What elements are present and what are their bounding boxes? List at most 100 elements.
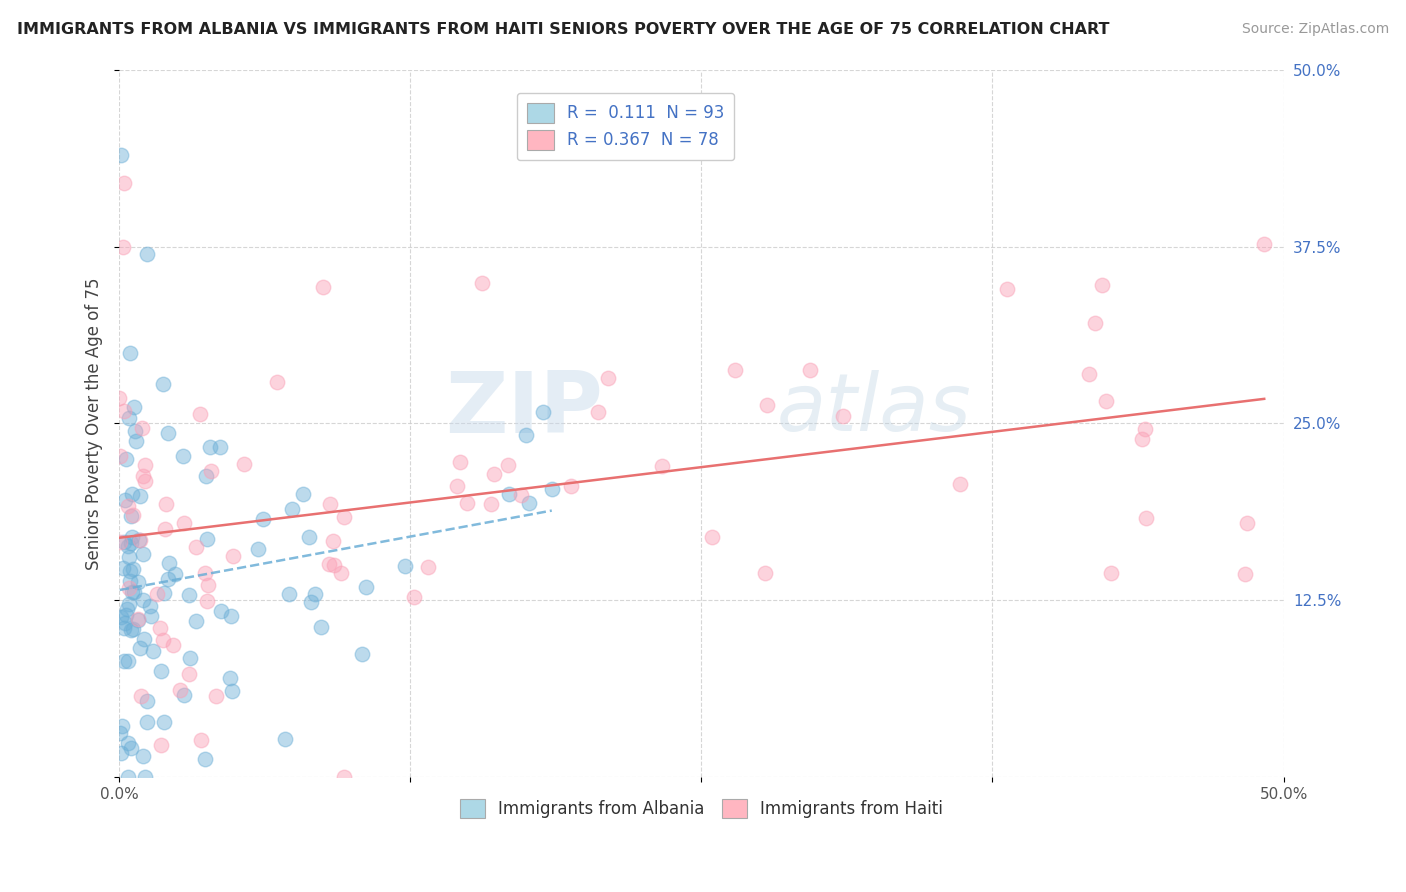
Point — [132, 547, 155, 561]
Point — [188, 407, 211, 421]
Point — [186, 540, 208, 554]
Point — [112, 535, 135, 549]
Point — [110, 610, 132, 624]
Point — [531, 405, 554, 419]
Point — [155, 497, 177, 511]
Point — [118, 550, 141, 565]
Point — [112, 403, 135, 417]
Point — [128, 533, 150, 548]
Point — [153, 586, 176, 600]
Point — [1135, 511, 1157, 525]
Point — [122, 562, 145, 576]
Point — [157, 426, 180, 441]
Point — [134, 458, 156, 472]
Point — [157, 572, 180, 586]
Point — [831, 409, 853, 424]
Point — [173, 516, 195, 530]
Point — [319, 497, 342, 511]
Point — [114, 607, 136, 622]
Point — [200, 464, 222, 478]
Point — [456, 496, 478, 510]
Point — [110, 535, 132, 549]
Point — [304, 586, 326, 600]
Point — [312, 280, 335, 294]
Point — [179, 588, 201, 602]
Point — [232, 457, 254, 471]
Point — [193, 566, 215, 581]
Point — [446, 479, 468, 493]
Point — [127, 613, 149, 627]
Point — [498, 487, 520, 501]
Point — [153, 714, 176, 729]
Point — [332, 510, 354, 524]
Point — [209, 604, 232, 618]
Point — [149, 621, 172, 635]
Point — [118, 564, 141, 578]
Point — [127, 575, 149, 590]
Point — [280, 502, 302, 516]
Point — [120, 741, 142, 756]
Point — [121, 530, 143, 544]
Point — [120, 508, 142, 523]
Point — [129, 689, 152, 703]
Point — [1078, 368, 1101, 382]
Point — [112, 176, 135, 190]
Point — [117, 499, 139, 513]
Point — [134, 632, 156, 646]
Point — [195, 593, 218, 607]
Point — [128, 533, 150, 547]
Point — [323, 558, 346, 572]
Point — [122, 584, 145, 599]
Point — [139, 609, 162, 624]
Point — [124, 424, 146, 438]
Point — [1130, 432, 1153, 446]
Point — [120, 574, 142, 588]
Point — [117, 654, 139, 668]
Point — [1095, 393, 1118, 408]
Point — [179, 651, 201, 665]
Point — [756, 398, 779, 412]
Point — [482, 467, 505, 481]
Text: ZIP: ZIP — [444, 368, 602, 450]
Point — [1133, 422, 1156, 436]
Point — [157, 557, 180, 571]
Point — [517, 496, 540, 510]
Point — [121, 487, 143, 501]
Point — [277, 587, 299, 601]
Point — [266, 375, 288, 389]
Point — [586, 404, 609, 418]
Point — [142, 643, 165, 657]
Point — [309, 620, 332, 634]
Point — [197, 578, 219, 592]
Point — [179, 667, 201, 681]
Point — [134, 770, 156, 784]
Point — [117, 582, 139, 596]
Point — [117, 602, 139, 616]
Point — [651, 459, 673, 474]
Point — [117, 736, 139, 750]
Point — [598, 371, 620, 385]
Point — [112, 621, 135, 635]
Point — [995, 282, 1018, 296]
Point — [479, 497, 502, 511]
Point — [1099, 566, 1122, 581]
Point — [1233, 567, 1256, 582]
Point — [118, 345, 141, 359]
Point — [135, 693, 157, 707]
Point — [108, 725, 131, 739]
Point — [132, 469, 155, 483]
Point — [299, 595, 322, 609]
Point — [200, 440, 222, 454]
Point — [127, 612, 149, 626]
Point — [350, 647, 373, 661]
Point — [136, 247, 159, 261]
Point — [194, 752, 217, 766]
Point — [354, 580, 377, 594]
Y-axis label: Seniors Poverty Over the Age of 75: Seniors Poverty Over the Age of 75 — [86, 277, 103, 570]
Point — [252, 512, 274, 526]
Point — [471, 276, 494, 290]
Point — [205, 690, 228, 704]
Point — [1091, 277, 1114, 292]
Point — [120, 536, 142, 550]
Point — [496, 458, 519, 473]
